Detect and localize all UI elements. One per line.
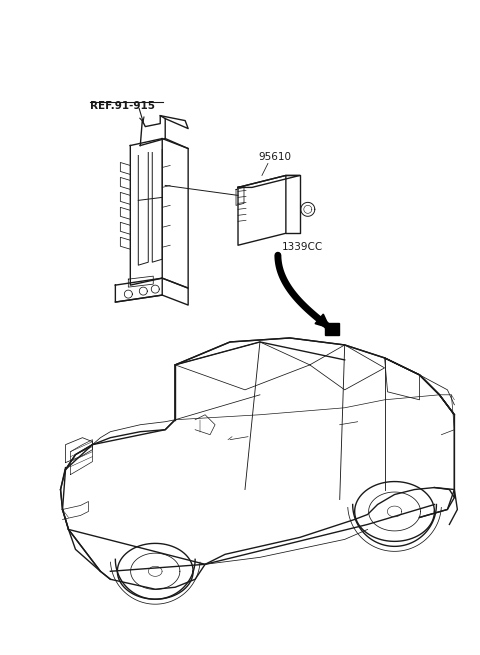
Polygon shape — [315, 314, 330, 328]
FancyBboxPatch shape — [325, 323, 339, 335]
Text: 95610: 95610 — [258, 153, 291, 162]
Text: REF.91-915: REF.91-915 — [90, 101, 156, 111]
Text: 1339CC: 1339CC — [282, 242, 323, 252]
